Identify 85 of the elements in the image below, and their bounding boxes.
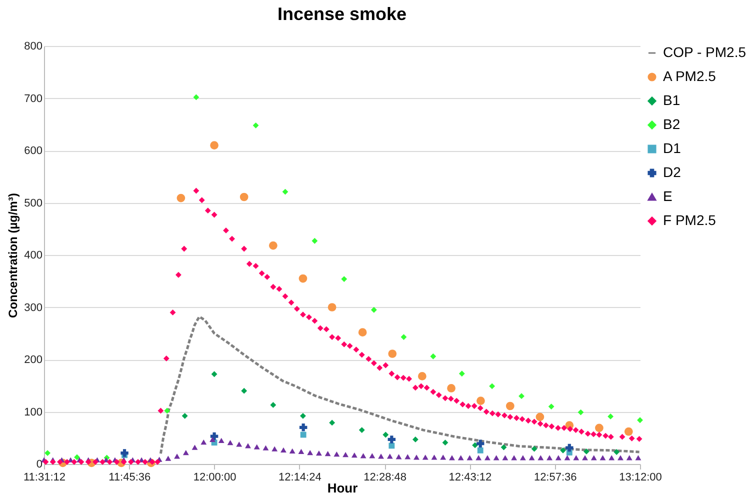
x-tick-label: 12:57:36 bbox=[534, 472, 577, 484]
point bbox=[506, 402, 514, 410]
point bbox=[298, 274, 308, 283]
point bbox=[518, 393, 524, 400]
point bbox=[472, 442, 478, 448]
point bbox=[388, 350, 397, 358]
point bbox=[358, 328, 367, 337]
x-tick-label: 12:28:48 bbox=[364, 472, 406, 484]
point bbox=[388, 442, 395, 449]
point bbox=[430, 353, 436, 360]
point bbox=[252, 122, 259, 128]
x-tick-label: 12:14:24 bbox=[278, 472, 322, 484]
point bbox=[268, 241, 278, 250]
point bbox=[300, 432, 306, 438]
y-tick-label: 300 bbox=[24, 302, 42, 314]
point bbox=[210, 141, 218, 150]
legend-label: E bbox=[663, 188, 672, 204]
point bbox=[44, 450, 51, 456]
legend-label: COP - PM2.5 bbox=[663, 44, 746, 60]
point bbox=[412, 436, 418, 442]
point bbox=[548, 404, 554, 410]
point bbox=[476, 440, 484, 448]
point bbox=[614, 449, 620, 455]
point bbox=[489, 383, 496, 390]
legend-label: A PM2.5 bbox=[663, 68, 716, 84]
point bbox=[329, 420, 336, 426]
point bbox=[477, 447, 484, 454]
point bbox=[382, 432, 389, 438]
point bbox=[595, 424, 604, 432]
legend-label: F PM2.5 bbox=[663, 212, 716, 228]
point bbox=[341, 276, 348, 282]
y-tick-label: 600 bbox=[24, 145, 42, 157]
point bbox=[608, 413, 614, 420]
point bbox=[270, 402, 276, 408]
point bbox=[182, 412, 188, 419]
y-tick-label: 100 bbox=[24, 406, 42, 418]
line-series bbox=[159, 315, 641, 455]
point bbox=[176, 194, 186, 202]
point bbox=[120, 449, 128, 457]
point bbox=[476, 396, 485, 405]
y-tick-label: 700 bbox=[24, 92, 42, 105]
y-axis-title: Concentration (µg/m³) bbox=[6, 193, 20, 318]
point bbox=[328, 303, 336, 312]
chart-title: Incense smoke bbox=[277, 4, 407, 24]
y-tick-label: 500 bbox=[24, 197, 42, 210]
point bbox=[458, 370, 465, 377]
point bbox=[193, 94, 200, 100]
point bbox=[583, 448, 590, 454]
point bbox=[370, 306, 377, 313]
point bbox=[358, 427, 365, 433]
point bbox=[210, 432, 218, 440]
legend-label: D1 bbox=[663, 140, 682, 156]
point bbox=[500, 444, 507, 450]
point bbox=[241, 388, 248, 394]
x-axis-title: Hour bbox=[327, 480, 358, 496]
point bbox=[447, 384, 456, 392]
y-tick-label: 200 bbox=[24, 354, 42, 366]
point bbox=[536, 412, 544, 422]
point bbox=[637, 417, 643, 424]
y-tick-label: 0 bbox=[36, 458, 42, 470]
point bbox=[74, 454, 80, 460]
x-tick-label: 13:12:00 bbox=[619, 472, 662, 484]
point bbox=[300, 412, 306, 419]
x-tick-label: 12:00:00 bbox=[193, 472, 236, 484]
point bbox=[442, 440, 448, 446]
legend-label: B1 bbox=[663, 92, 680, 108]
point bbox=[312, 238, 318, 244]
y-tick-label: 800 bbox=[24, 40, 42, 52]
x-tick-label: 12:43:12 bbox=[448, 472, 492, 484]
point bbox=[211, 371, 218, 378]
legend-label: B2 bbox=[663, 116, 680, 132]
point bbox=[418, 372, 426, 380]
point bbox=[560, 447, 566, 454]
point bbox=[240, 192, 248, 202]
x-tick-label: 11:45:36 bbox=[108, 472, 151, 484]
x-tick-label: 11:31:12 bbox=[23, 472, 66, 484]
y-tick-label: 400 bbox=[24, 250, 42, 262]
point bbox=[299, 424, 308, 432]
point bbox=[566, 444, 574, 452]
point bbox=[531, 446, 538, 452]
legend-label: D2 bbox=[663, 164, 682, 180]
point bbox=[400, 334, 407, 340]
point bbox=[164, 408, 170, 414]
point bbox=[624, 427, 633, 436]
point bbox=[388, 436, 396, 444]
